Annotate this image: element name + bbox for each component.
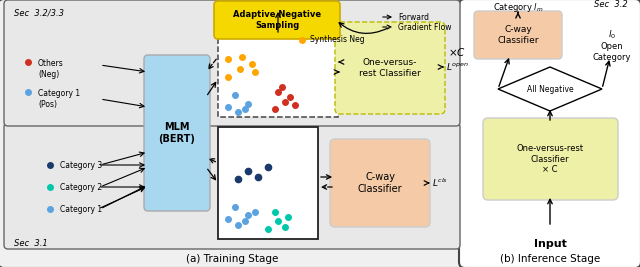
Text: All Negative: All Negative bbox=[527, 84, 573, 93]
FancyBboxPatch shape bbox=[144, 55, 210, 211]
Text: Category $l_m$: Category $l_m$ bbox=[493, 1, 543, 14]
Text: Sec  3.2: Sec 3.2 bbox=[595, 0, 628, 9]
Text: MLM
(BERT): MLM (BERT) bbox=[159, 122, 195, 144]
FancyBboxPatch shape bbox=[0, 0, 465, 267]
Text: One-versus-
rest Classifier: One-versus- rest Classifier bbox=[359, 58, 421, 78]
Text: Input: Input bbox=[534, 239, 566, 249]
FancyBboxPatch shape bbox=[474, 11, 562, 59]
Text: Forward: Forward bbox=[398, 13, 429, 22]
FancyBboxPatch shape bbox=[214, 1, 340, 39]
FancyBboxPatch shape bbox=[483, 118, 618, 200]
Text: Category 3: Category 3 bbox=[60, 160, 102, 170]
FancyBboxPatch shape bbox=[335, 22, 445, 114]
Text: Synthesis Neg: Synthesis Neg bbox=[310, 36, 365, 45]
FancyBboxPatch shape bbox=[330, 139, 430, 227]
Text: Open
Category: Open Category bbox=[593, 42, 631, 62]
FancyBboxPatch shape bbox=[4, 0, 460, 126]
Text: (a) Training Stage: (a) Training Stage bbox=[186, 254, 278, 264]
FancyBboxPatch shape bbox=[4, 123, 460, 249]
Text: One-versus-rest
Classifier
× C: One-versus-rest Classifier × C bbox=[516, 144, 584, 174]
Text: Sec  3.1: Sec 3.1 bbox=[14, 239, 48, 248]
Text: Gradient Flow: Gradient Flow bbox=[398, 22, 451, 32]
Text: $L^{open}$: $L^{open}$ bbox=[446, 61, 469, 73]
Text: $l_0$: $l_0$ bbox=[608, 29, 616, 41]
Bar bbox=[218, 127, 318, 239]
Text: $L^{cls}$: $L^{cls}$ bbox=[432, 177, 448, 189]
Text: Category 1: Category 1 bbox=[60, 205, 102, 214]
Polygon shape bbox=[498, 67, 602, 111]
Text: Category 1
(Pos): Category 1 (Pos) bbox=[38, 89, 80, 109]
Text: Sec  3.2/3.3: Sec 3.2/3.3 bbox=[14, 8, 64, 17]
Text: C-way
Classifier: C-way Classifier bbox=[358, 172, 403, 194]
Text: Category 2: Category 2 bbox=[60, 183, 102, 191]
Text: C-way
Classifier: C-way Classifier bbox=[497, 25, 539, 45]
FancyBboxPatch shape bbox=[459, 0, 640, 267]
Text: Adaptive Negative
Sampling: Adaptive Negative Sampling bbox=[233, 10, 321, 30]
Text: $\times C$: $\times C$ bbox=[448, 46, 466, 58]
Text: (b) Inference Stage: (b) Inference Stage bbox=[500, 254, 600, 264]
Bar bbox=[218, 9, 338, 117]
Text: Others
(Neg): Others (Neg) bbox=[38, 59, 64, 79]
